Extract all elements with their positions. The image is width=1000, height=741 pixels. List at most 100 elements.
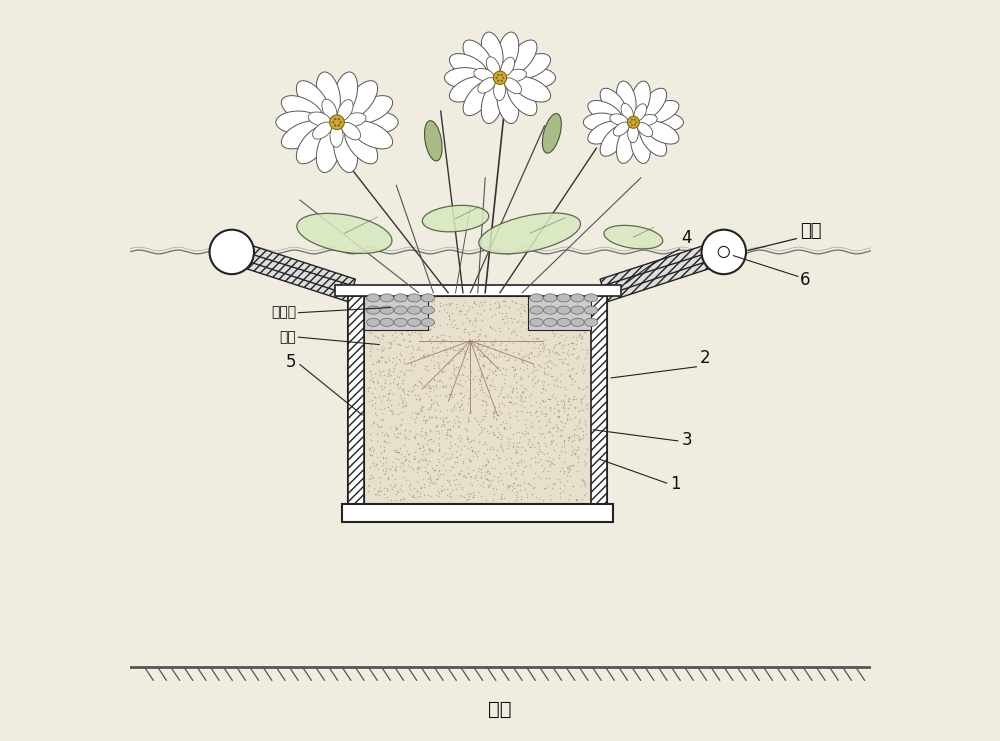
Point [376, 381, 392, 393]
Point [406, 491, 422, 503]
Point [540, 393, 556, 405]
Point [484, 441, 500, 453]
Point [545, 327, 561, 339]
Point [399, 445, 415, 457]
Point [365, 375, 381, 387]
Circle shape [332, 121, 335, 124]
Point [387, 494, 403, 505]
Point [417, 381, 433, 393]
Point [473, 463, 489, 475]
Point [571, 433, 587, 445]
Point [553, 368, 569, 380]
Point [367, 368, 383, 379]
Point [567, 303, 583, 315]
Point [494, 396, 510, 408]
Circle shape [702, 230, 746, 274]
Point [527, 451, 543, 462]
Point [428, 459, 444, 471]
Point [391, 353, 407, 365]
Point [541, 349, 557, 361]
Ellipse shape [334, 72, 358, 116]
Point [549, 422, 565, 433]
Circle shape [501, 79, 503, 82]
Point [484, 373, 500, 385]
Point [412, 487, 428, 499]
Point [381, 302, 397, 313]
Point [422, 382, 438, 393]
Point [419, 348, 435, 360]
Point [477, 404, 493, 416]
Point [527, 311, 543, 323]
Point [388, 331, 404, 343]
Point [535, 310, 551, 322]
Point [371, 298, 387, 310]
Point [537, 395, 553, 407]
Point [468, 313, 484, 325]
Point [546, 407, 562, 419]
Point [426, 464, 442, 476]
Point [464, 445, 480, 457]
Point [456, 491, 472, 503]
Point [516, 402, 532, 413]
Point [447, 319, 463, 331]
Point [376, 442, 392, 453]
Point [544, 325, 560, 337]
Point [418, 454, 434, 466]
Point [486, 405, 502, 416]
Point [475, 438, 491, 450]
Point [370, 377, 386, 389]
Point [486, 428, 502, 440]
Point [461, 302, 477, 314]
Point [374, 351, 390, 363]
Point [380, 309, 396, 321]
Point [535, 339, 551, 350]
Point [385, 456, 401, 468]
Point [497, 344, 513, 356]
Point [434, 334, 450, 346]
Point [465, 451, 481, 462]
Point [561, 494, 577, 505]
Text: 2: 2 [700, 349, 711, 367]
Point [547, 319, 563, 331]
Point [411, 442, 427, 453]
Point [499, 479, 515, 491]
Point [395, 385, 411, 397]
Point [452, 374, 468, 386]
Point [560, 462, 576, 474]
Point [544, 322, 560, 334]
Point [410, 456, 426, 468]
Ellipse shape [474, 68, 494, 81]
Point [535, 345, 551, 356]
Point [396, 392, 412, 404]
Point [538, 350, 554, 362]
Point [514, 441, 530, 453]
Point [426, 374, 442, 386]
Point [508, 376, 524, 388]
Point [368, 409, 384, 421]
Point [506, 326, 522, 338]
Point [379, 305, 395, 316]
Point [518, 427, 534, 439]
Circle shape [718, 246, 729, 258]
Point [441, 474, 457, 486]
Point [566, 310, 582, 322]
Point [443, 382, 459, 393]
Point [543, 435, 559, 447]
Point [567, 402, 583, 413]
Point [518, 422, 534, 434]
Point [370, 486, 386, 498]
Point [529, 376, 545, 388]
Point [379, 429, 395, 441]
Ellipse shape [421, 306, 435, 314]
Circle shape [627, 116, 639, 128]
Point [485, 482, 501, 494]
Point [380, 353, 396, 365]
Point [577, 419, 593, 431]
Point [365, 471, 381, 483]
Point [394, 321, 410, 333]
Point [374, 340, 390, 352]
Point [556, 396, 572, 408]
Point [550, 422, 566, 434]
Point [460, 468, 476, 479]
Point [419, 438, 435, 450]
